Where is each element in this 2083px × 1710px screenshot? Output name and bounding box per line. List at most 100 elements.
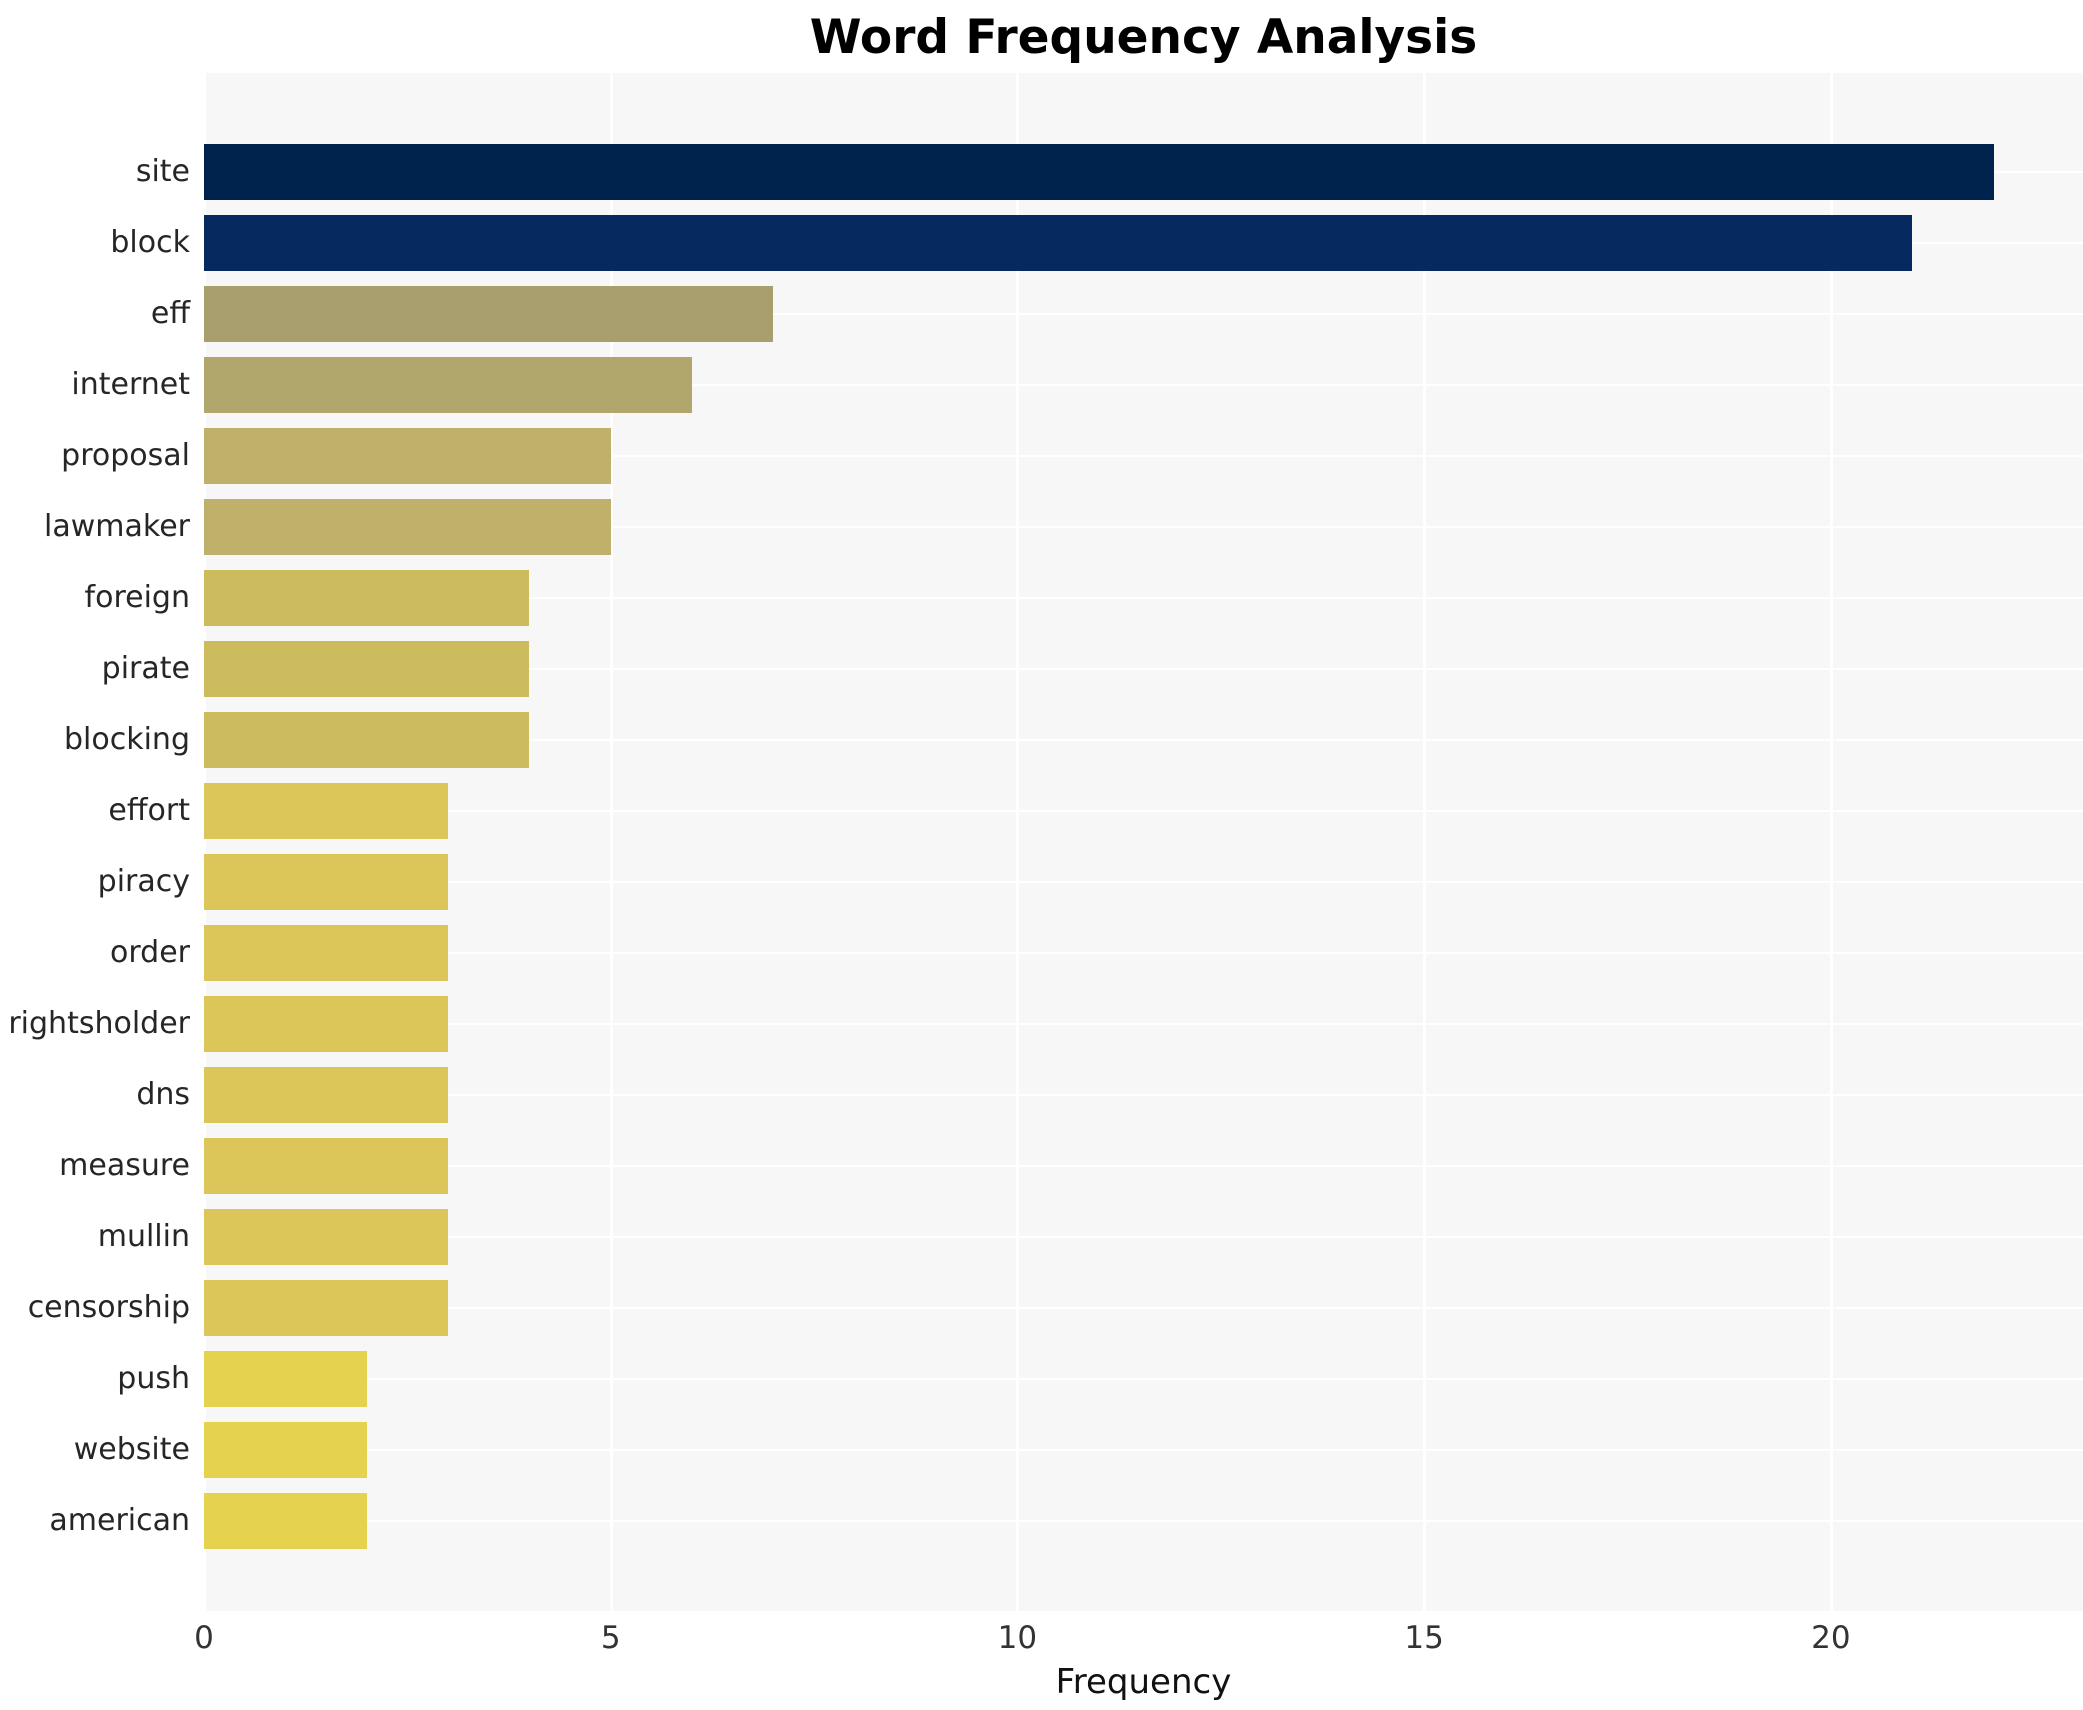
y-axis-category-label: measure — [59, 1148, 190, 1183]
horizontal-gridline — [204, 1093, 2083, 1096]
y-axis-category-label: eff — [150, 296, 190, 331]
horizontal-gridline — [204, 383, 2083, 386]
y-axis-category-label: pirate — [101, 651, 190, 686]
bar-row: pirate — [0, 633, 2083, 704]
vertical-gridline — [1423, 73, 1427, 1611]
bar-rows: site block eff internet proposal lawmaker fore… — [0, 73, 2083, 1611]
x-axis-tick-label: 15 — [1404, 1620, 1444, 1656]
y-axis-category-label: rightsholder — [8, 1006, 190, 1041]
y-axis-category-label: censorship — [27, 1290, 190, 1325]
bar-track — [204, 136, 2083, 207]
bar-track — [204, 207, 2083, 278]
bar-push — [204, 1350, 367, 1407]
bar-foreign — [204, 569, 530, 626]
horizontal-gridline — [204, 525, 2083, 528]
x-axis-title: Frequency — [1055, 1662, 1232, 1702]
bar-pirate — [204, 640, 530, 697]
bar-order — [204, 924, 449, 981]
bar-block — [204, 214, 1913, 271]
bar-row: proposal — [0, 420, 2083, 491]
bar-track — [204, 917, 2083, 988]
bar-track — [204, 1414, 2083, 1485]
y-axis-category-label: piracy — [97, 864, 190, 899]
bar-row: measure — [0, 1130, 2083, 1201]
bar-track — [204, 775, 2083, 846]
horizontal-gridline — [204, 312, 2083, 315]
bar-lawmaker — [204, 498, 611, 555]
bar-track — [204, 562, 2083, 633]
bar-row: push — [0, 1343, 2083, 1414]
bar-proposal — [204, 427, 611, 484]
x-axis-tick-label: 5 — [600, 1620, 621, 1656]
bar-track — [204, 420, 2083, 491]
bar-row: dns — [0, 1059, 2083, 1130]
vertical-gridline — [1829, 73, 1833, 1611]
bar-track — [204, 349, 2083, 420]
bar-track — [204, 846, 2083, 917]
x-axis-ticks: 0 5 10 15 20 — [194, 1620, 2083, 1660]
horizontal-gridline — [204, 738, 2083, 741]
bar-track — [204, 1343, 2083, 1414]
x-axis-tick-label: 0 — [194, 1620, 214, 1656]
bar-rightsholder — [204, 995, 449, 1052]
bar-row: block — [0, 207, 2083, 278]
y-axis-category-label: push — [117, 1361, 190, 1396]
bar-track — [204, 633, 2083, 704]
bar-row: rightsholder — [0, 988, 2083, 1059]
bar-row: website — [0, 1414, 2083, 1485]
bar-row: blocking — [0, 704, 2083, 775]
bar-row: effort — [0, 775, 2083, 846]
horizontal-gridline — [204, 1448, 2083, 1451]
bar-mullin — [204, 1208, 449, 1265]
bar-blocking — [204, 711, 530, 768]
bar-censorship — [204, 1279, 449, 1336]
vertical-gridline — [1016, 73, 1020, 1611]
y-axis-category-label: american — [49, 1503, 190, 1538]
bar-piracy — [204, 853, 449, 910]
x-axis-tick-label: 20 — [1811, 1620, 1851, 1656]
horizontal-gridline — [204, 1164, 2083, 1167]
bar-track — [204, 704, 2083, 775]
bar-eff — [204, 285, 774, 342]
y-axis-category-label: block — [110, 225, 190, 260]
y-axis-category-label: internet — [71, 367, 190, 402]
vertical-gridline — [203, 73, 206, 1611]
bar-track — [204, 491, 2083, 562]
bar-measure — [204, 1137, 449, 1194]
bar-site — [204, 143, 1994, 200]
y-axis-category-label: site — [135, 154, 190, 189]
horizontal-gridline — [204, 454, 2083, 457]
y-axis-category-label: blocking — [64, 722, 190, 757]
y-axis-category-label: effort — [108, 793, 190, 828]
bar-row: mullin — [0, 1201, 2083, 1272]
x-axis-tick-label: 10 — [997, 1620, 1038, 1656]
bar-track — [204, 1130, 2083, 1201]
horizontal-gridline — [204, 1235, 2083, 1238]
horizontal-gridline — [204, 951, 2083, 954]
bar-row: site — [0, 136, 2083, 207]
bar-effort — [204, 782, 449, 839]
bar-american — [204, 1492, 367, 1549]
vertical-gridline — [609, 73, 613, 1611]
horizontal-gridline — [204, 809, 2083, 812]
bar-track — [204, 1201, 2083, 1272]
bar-row: order — [0, 917, 2083, 988]
bar-dns — [204, 1066, 449, 1123]
y-axis-category-label: mullin — [97, 1219, 190, 1254]
horizontal-gridline — [204, 667, 2083, 670]
bar-track — [204, 278, 2083, 349]
bar-track — [204, 1485, 2083, 1556]
bar-row: piracy — [0, 846, 2083, 917]
y-axis-category-label: order — [110, 935, 190, 970]
bar-internet — [204, 356, 693, 413]
horizontal-gridline — [204, 1377, 2083, 1380]
bar-row: eff — [0, 278, 2083, 349]
horizontal-gridline — [204, 1519, 2083, 1522]
y-axis-category-label: foreign — [84, 580, 190, 615]
horizontal-gridline — [204, 880, 2083, 883]
y-axis-category-label: website — [73, 1432, 190, 1467]
bar-website — [204, 1421, 367, 1478]
bar-track — [204, 1059, 2083, 1130]
bar-row: lawmaker — [0, 491, 2083, 562]
bar-row: foreign — [0, 562, 2083, 633]
